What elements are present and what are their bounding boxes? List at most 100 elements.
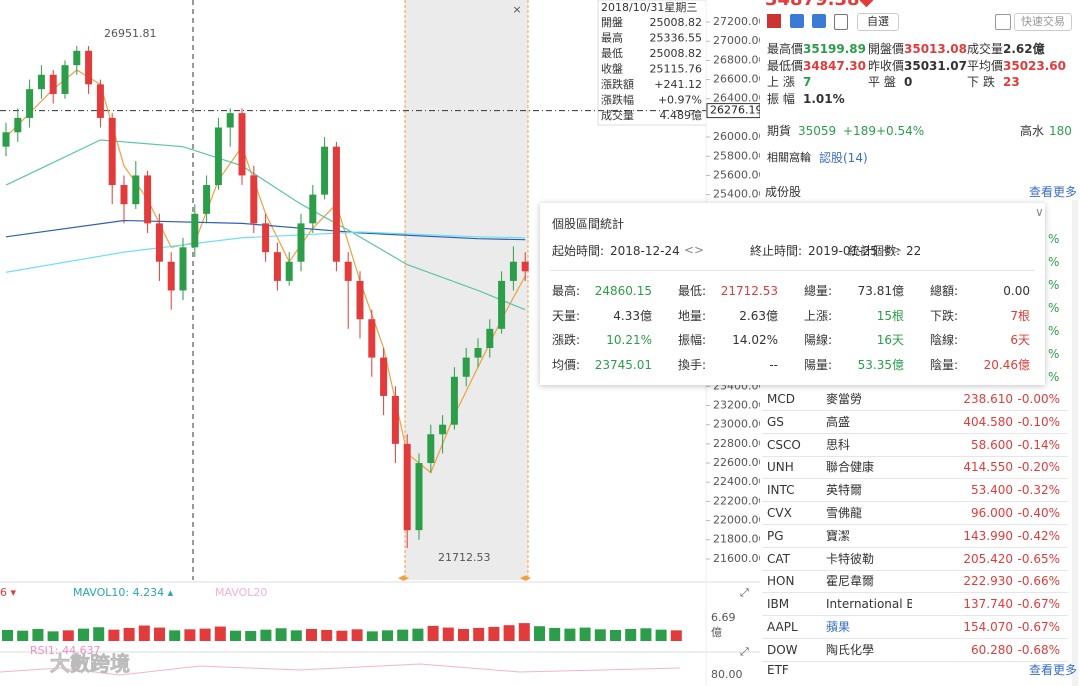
- stock-code[interactable]: CSCO: [767, 437, 801, 452]
- volume-bar: [245, 631, 257, 641]
- stock-code[interactable]: HON: [767, 574, 795, 589]
- volume-bar: [199, 628, 211, 641]
- period-stepper[interactable]: <>: [684, 243, 705, 257]
- volume-tick-label: 6.69: [711, 611, 736, 624]
- stat-value: 35031.07: [904, 59, 968, 73]
- stat-label: 下 跌: [967, 75, 995, 89]
- volume-bar: [32, 628, 44, 641]
- stock-change: -0.65%: [1017, 551, 1060, 566]
- stock-price: 404.580: [963, 414, 1013, 429]
- stock-price: 58.600: [971, 437, 1013, 452]
- range-handle[interactable]: ◂▸: [398, 571, 410, 584]
- row-divider: [762, 524, 1068, 525]
- stock-code[interactable]: INTC: [767, 483, 795, 498]
- period-value: 22: [906, 244, 922, 258]
- stock-name[interactable]: 雪佛龍: [826, 506, 863, 520]
- row-divider: [762, 660, 1068, 662]
- period-stepper[interactable]: <>: [882, 243, 903, 257]
- stat-label: 陽量:: [804, 357, 833, 372]
- stock-name[interactable]: 卡特彼勒: [826, 551, 875, 566]
- more-link[interactable]: 查看更多: [1029, 185, 1078, 199]
- volume-legend: 6 ▾: [0, 586, 16, 599]
- volume-bar: [336, 630, 348, 641]
- volume-bar: [123, 627, 135, 641]
- stock-code[interactable]: PG: [767, 528, 784, 543]
- candle-body: [521, 261, 529, 272]
- watermark: 大數跨境: [50, 652, 130, 676]
- range-handle[interactable]: ◂▸: [520, 571, 532, 584]
- stat-value: 21712.53: [720, 284, 778, 298]
- volume-bar: [17, 630, 29, 641]
- stock-price: 414.550: [963, 460, 1013, 475]
- close-range[interactable]: ×: [512, 3, 521, 16]
- hidden-change: %: [1048, 255, 1060, 269]
- stat-label: 下跌:: [930, 308, 959, 323]
- stock-name[interactable]: 霍尼韋爾: [826, 574, 875, 589]
- futures-price: 35059: [798, 124, 837, 138]
- candle-body: [439, 424, 447, 435]
- candle-body: [427, 434, 435, 464]
- y-tick-label: 26600.00: [713, 73, 760, 86]
- volume-bar: [321, 629, 333, 641]
- stock-code[interactable]: AAPL: [767, 620, 798, 634]
- stock-change: -0.32%: [1017, 483, 1060, 498]
- volume-bar: [458, 628, 469, 641]
- volume-bar: [214, 626, 226, 641]
- stock-name[interactable]: 英特爾: [826, 483, 863, 498]
- expand-icon[interactable]: ⤢: [740, 645, 749, 658]
- candle-body: [108, 117, 116, 186]
- stock-price: 53.400: [971, 483, 1013, 498]
- stock-name[interactable]: 聯合健康: [826, 460, 875, 475]
- collapse-icon[interactable]: ∨: [1035, 205, 1044, 219]
- stock-name[interactable]: 高盛: [826, 414, 851, 429]
- stock-name[interactable]: 思科: [826, 437, 851, 452]
- stock-change: -0.10%: [1017, 414, 1060, 429]
- stock-name[interactable]: 寶潔: [826, 528, 851, 543]
- candle-body: [380, 357, 388, 396]
- crosshair-label: 26276.19: [710, 104, 760, 117]
- stock-code[interactable]: DOW: [767, 642, 798, 657]
- watchlist-button[interactable]: 自選: [857, 13, 899, 31]
- warrants-link[interactable]: 認股(14): [819, 151, 868, 165]
- candle-body: [250, 175, 258, 224]
- more-link[interactable]: 查看更多: [1029, 663, 1078, 677]
- stock-code[interactable]: CAT: [767, 551, 790, 566]
- icon[interactable]: [812, 14, 826, 28]
- candle-body: [450, 376, 458, 425]
- volume-bar: [154, 627, 165, 641]
- volume-bar: [473, 627, 485, 641]
- volume-bar: [47, 631, 59, 641]
- high-label: 26951.81: [104, 27, 157, 40]
- candle-body: [297, 223, 305, 262]
- volume-bar: [230, 630, 241, 641]
- stock-code[interactable]: UNH: [767, 460, 794, 475]
- bell-icon[interactable]: [995, 14, 1011, 30]
- panel-divider: [550, 270, 1035, 271]
- warrants-label: 相關窩輪: [767, 151, 811, 164]
- volume-bar: [290, 630, 302, 641]
- candle-body: [214, 127, 222, 186]
- stock-name[interactable]: 陶氏化學: [826, 642, 875, 657]
- icon[interactable]: [790, 14, 804, 28]
- stock-code[interactable]: GS: [767, 414, 784, 429]
- candle-body: [403, 443, 411, 531]
- volume-bar: [382, 630, 393, 641]
- stock-name[interactable]: 蘋果: [826, 620, 851, 634]
- scrollbar[interactable]: [1072, 200, 1078, 686]
- stock-name[interactable]: International Bu: [826, 597, 912, 612]
- stock-name[interactable]: 麥當勞: [826, 392, 863, 406]
- stat-value: 4.33億: [613, 308, 652, 323]
- stock-code[interactable]: MCD: [767, 392, 795, 406]
- stat-value: 7根: [1010, 308, 1030, 323]
- candle-body: [26, 89, 34, 118]
- icon[interactable]: [834, 14, 848, 30]
- y-tick-label: 25400.00: [713, 188, 760, 201]
- stock-code[interactable]: IBM: [767, 597, 790, 612]
- stock-code[interactable]: CVX: [767, 506, 792, 520]
- volume-bar: [78, 628, 89, 641]
- quick-trade-button[interactable]: 快速交易: [1014, 13, 1072, 31]
- stock-price: 143.990: [963, 528, 1013, 543]
- volume-bar: [397, 629, 409, 641]
- expand-icon[interactable]: ⤢: [740, 586, 749, 599]
- candle-body: [486, 328, 494, 348]
